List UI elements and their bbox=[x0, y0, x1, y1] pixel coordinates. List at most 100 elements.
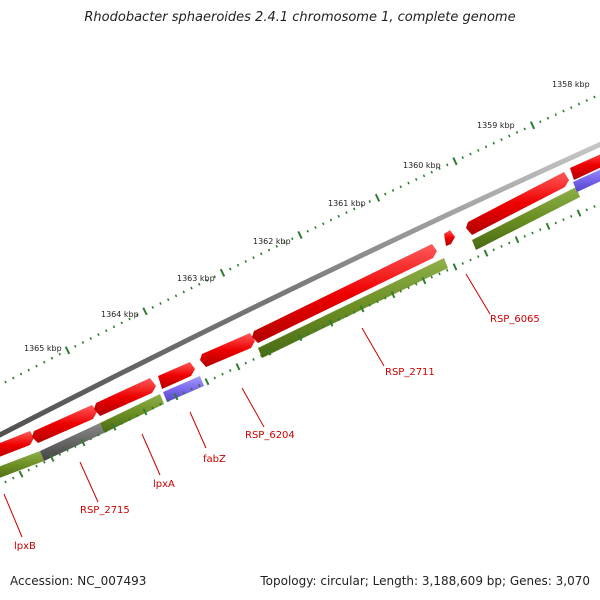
cds-bar bbox=[163, 376, 204, 402]
cds-bar bbox=[40, 423, 104, 461]
minor-tick bbox=[35, 464, 38, 468]
minor-tick bbox=[159, 402, 162, 406]
minor-tick bbox=[197, 383, 201, 387]
minor-tick bbox=[128, 317, 131, 321]
major-tick bbox=[545, 222, 551, 230]
minor-tick bbox=[35, 364, 38, 368]
major-tick bbox=[49, 454, 55, 462]
minor-tick bbox=[562, 109, 565, 113]
minor-tick bbox=[27, 368, 31, 372]
minor-tick bbox=[399, 185, 403, 189]
gene-label-rsp-2715: RSP_2715 bbox=[80, 505, 130, 516]
minor-tick bbox=[259, 252, 263, 256]
major-tick bbox=[173, 393, 179, 401]
minor-tick bbox=[182, 290, 186, 294]
minor-tick bbox=[492, 141, 496, 145]
minor-tick bbox=[252, 357, 255, 361]
minor-tick bbox=[19, 372, 23, 376]
major-tick bbox=[390, 291, 396, 299]
minor-tick bbox=[221, 372, 224, 376]
major-tick bbox=[64, 346, 71, 355]
minor-tick bbox=[445, 163, 449, 167]
minor-tick bbox=[89, 437, 93, 441]
minor-tick bbox=[236, 263, 240, 267]
minor-tick bbox=[267, 248, 271, 252]
minor-tick bbox=[120, 421, 124, 425]
minor-tick bbox=[321, 325, 325, 329]
minor-tick bbox=[492, 248, 495, 252]
minor-tick bbox=[570, 214, 573, 218]
minor-tick bbox=[360, 203, 364, 207]
minor-tick bbox=[469, 152, 472, 156]
leader-line bbox=[465, 273, 491, 315]
kbp-labels: 1358 kbp 1359 kbp 1360 kbp 1361 kbp 1362… bbox=[24, 80, 590, 353]
minor-tick bbox=[585, 208, 588, 212]
minor-tick bbox=[252, 256, 255, 260]
minor-tick bbox=[190, 286, 193, 290]
minor-tick bbox=[368, 303, 371, 307]
minor-tick bbox=[42, 360, 46, 364]
label-leaders bbox=[3, 273, 491, 538]
minor-tick bbox=[554, 113, 557, 117]
gene-arrow bbox=[158, 362, 195, 389]
minor-tick bbox=[314, 328, 317, 332]
minor-tick bbox=[593, 205, 596, 208]
minor-tick bbox=[407, 181, 410, 185]
kbp-label: 1363 kbp bbox=[177, 274, 215, 283]
minor-tick bbox=[430, 170, 434, 174]
minor-tick bbox=[515, 131, 519, 134]
kbp-label: 1361 kbp bbox=[328, 199, 366, 208]
minor-tick bbox=[4, 480, 7, 484]
minor-tick bbox=[337, 214, 341, 218]
cds-bar bbox=[0, 451, 44, 478]
cds-bar bbox=[573, 169, 600, 192]
minor-tick bbox=[182, 391, 186, 395]
minor-tick bbox=[577, 102, 581, 106]
minor-tick bbox=[66, 449, 69, 452]
minor-tick bbox=[58, 452, 62, 456]
minor-tick bbox=[507, 134, 511, 138]
minor-tick bbox=[376, 300, 379, 304]
chromosome-backbone bbox=[0, 141, 600, 438]
minor-tick bbox=[283, 241, 286, 244]
minor-tick bbox=[399, 289, 402, 293]
minor-tick bbox=[500, 244, 503, 248]
major-tick bbox=[576, 209, 582, 217]
leader-line bbox=[189, 411, 207, 449]
minor-tick bbox=[438, 272, 441, 276]
cds-bar bbox=[472, 187, 580, 250]
minor-tick bbox=[352, 207, 356, 211]
minor-tick bbox=[275, 244, 279, 248]
minor-tick bbox=[112, 325, 116, 329]
minor-tick bbox=[275, 346, 279, 350]
kbp-label: 1365 kbp bbox=[24, 344, 62, 353]
minor-tick bbox=[539, 228, 542, 232]
major-tick bbox=[219, 268, 226, 277]
major-tick bbox=[452, 263, 458, 271]
minor-tick bbox=[283, 343, 286, 347]
minor-tick bbox=[430, 275, 433, 279]
accession-text: Accession: NC_007493 bbox=[10, 574, 147, 588]
inner-tick-scale bbox=[4, 205, 596, 484]
minor-tick bbox=[570, 106, 573, 110]
minor-tick bbox=[166, 399, 170, 402]
minor-tick bbox=[321, 222, 325, 226]
major-tick bbox=[514, 236, 520, 244]
kbp-label: 1364 kbp bbox=[101, 310, 139, 319]
minor-tick bbox=[384, 296, 387, 300]
minor-tick bbox=[523, 127, 527, 131]
minor-tick bbox=[11, 376, 15, 380]
major-tick bbox=[359, 305, 365, 313]
cds-bar bbox=[258, 258, 448, 358]
gene-arrow bbox=[32, 405, 97, 443]
minor-tick bbox=[213, 376, 217, 380]
minor-tick bbox=[546, 116, 550, 120]
minor-tick bbox=[244, 361, 248, 365]
minor-tick bbox=[391, 189, 395, 192]
minor-tick bbox=[97, 333, 100, 337]
minor-tick bbox=[562, 218, 565, 222]
minor-tick bbox=[329, 218, 333, 222]
minor-tick bbox=[593, 95, 596, 99]
minor-tick bbox=[306, 332, 310, 336]
